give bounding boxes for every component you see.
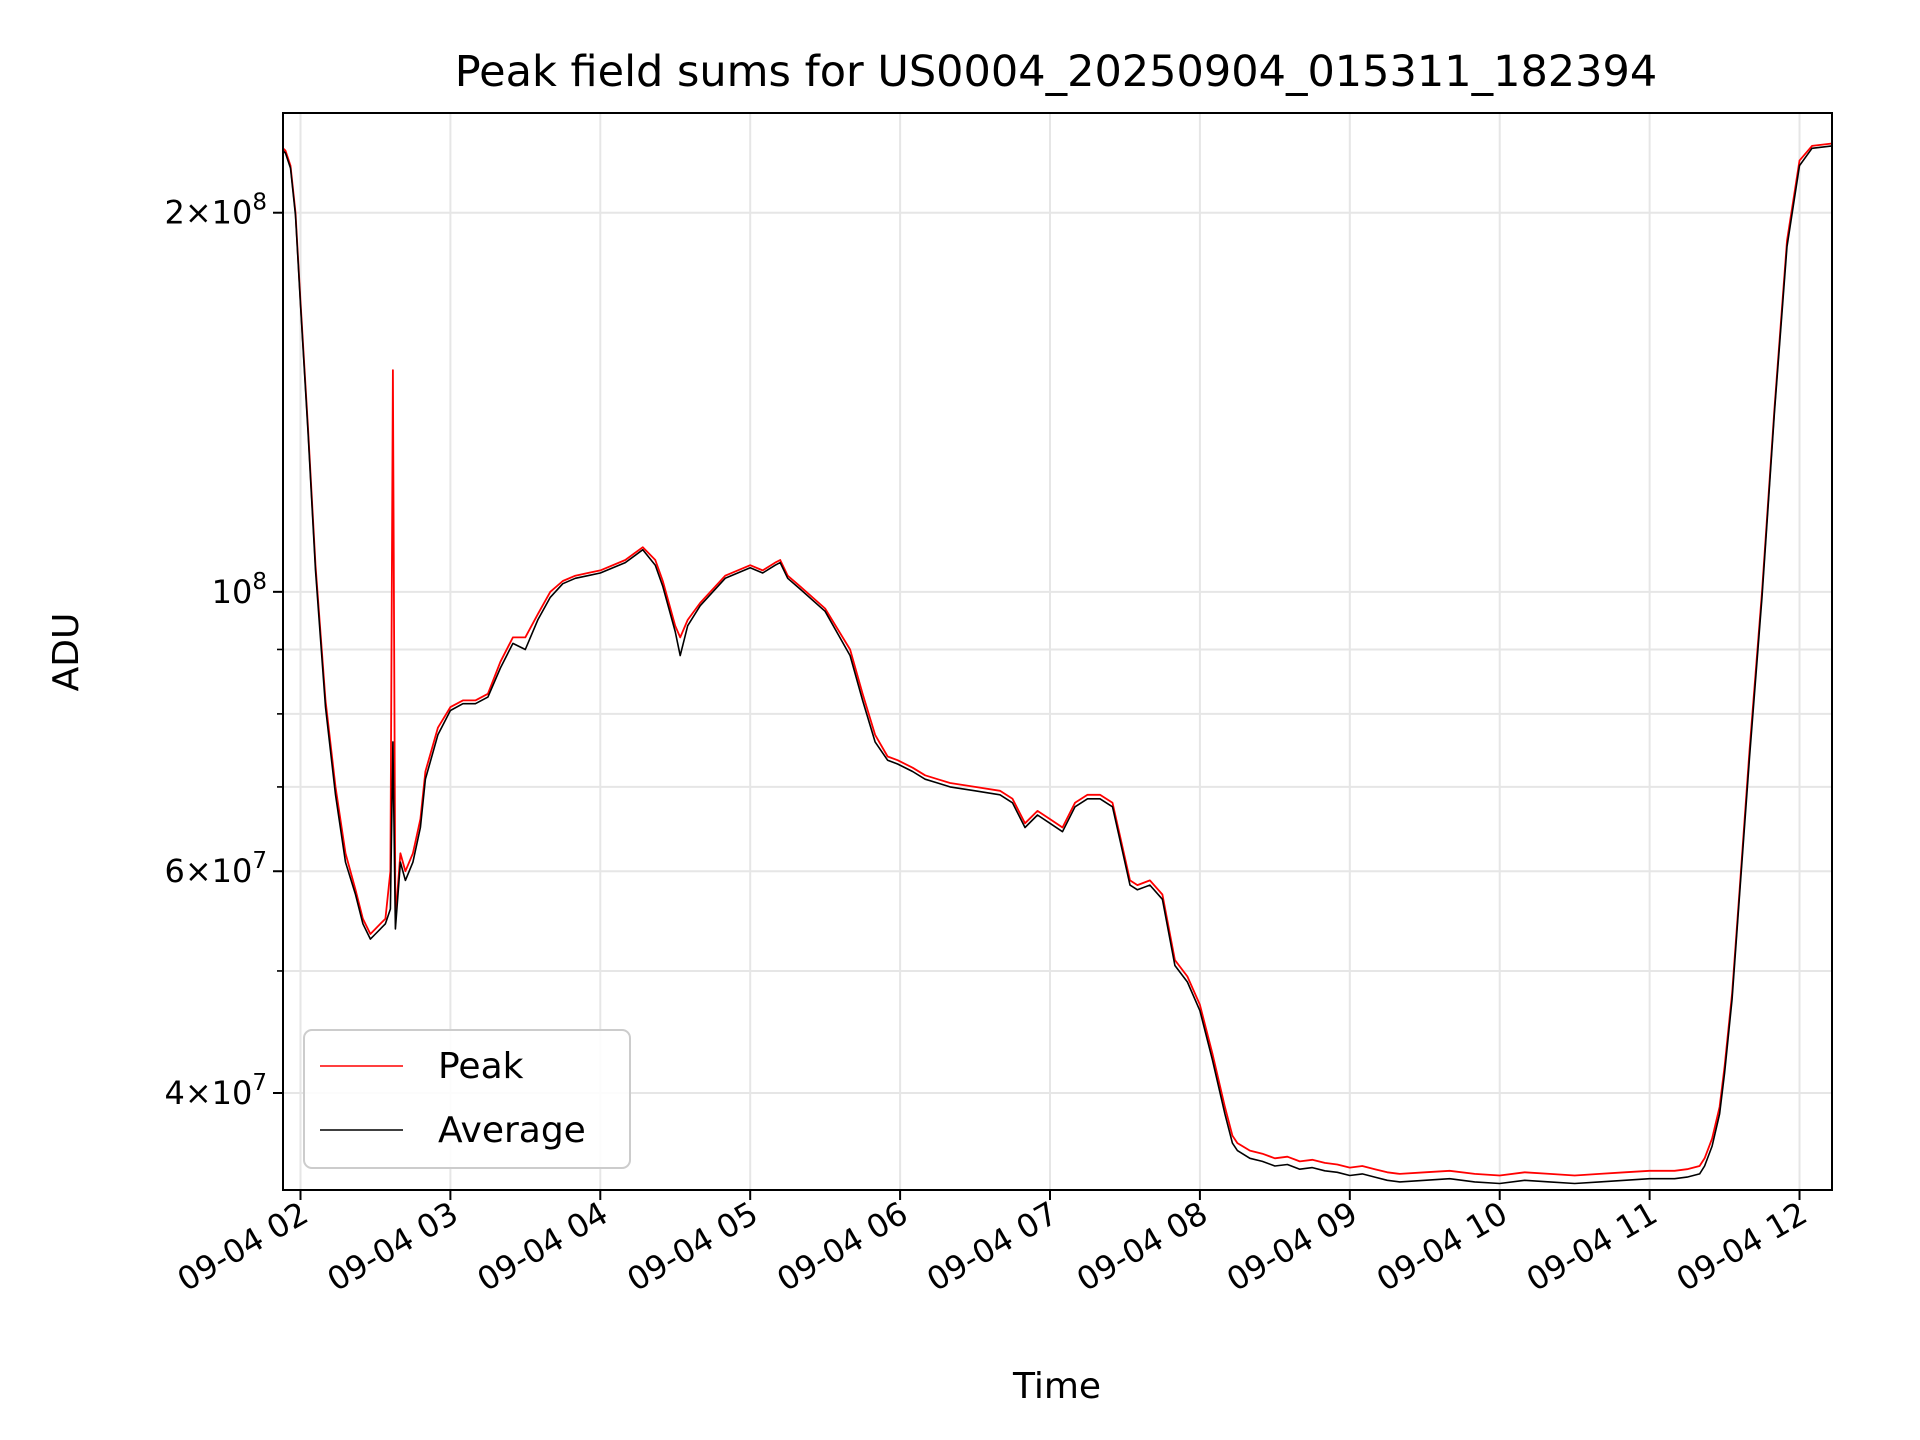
series-layer [282,142,1833,1185]
y-tick-label: 108 [212,569,267,611]
y-tick-label: 2×108 [164,190,267,232]
y-tick-label: 4×107 [164,1070,267,1112]
chart-title: Peak field sums for US0004_20250904_0153… [455,47,1658,97]
x-axis-label: Time [1012,1366,1101,1407]
y-axis-label: ADU [46,613,87,692]
legend-label-average: Average [438,1110,586,1151]
series-line-average [282,145,1833,1185]
series-line-peak [282,142,1833,1177]
y-tick-label: 6×107 [164,848,267,890]
legend-label-peak: Peak [438,1046,524,1087]
legend-box [303,1029,631,1169]
legend: Peak Average [303,1029,631,1169]
y-axis: 4×107 6×107 108 2×108 [164,190,283,1112]
plot-frame [282,112,1833,1191]
